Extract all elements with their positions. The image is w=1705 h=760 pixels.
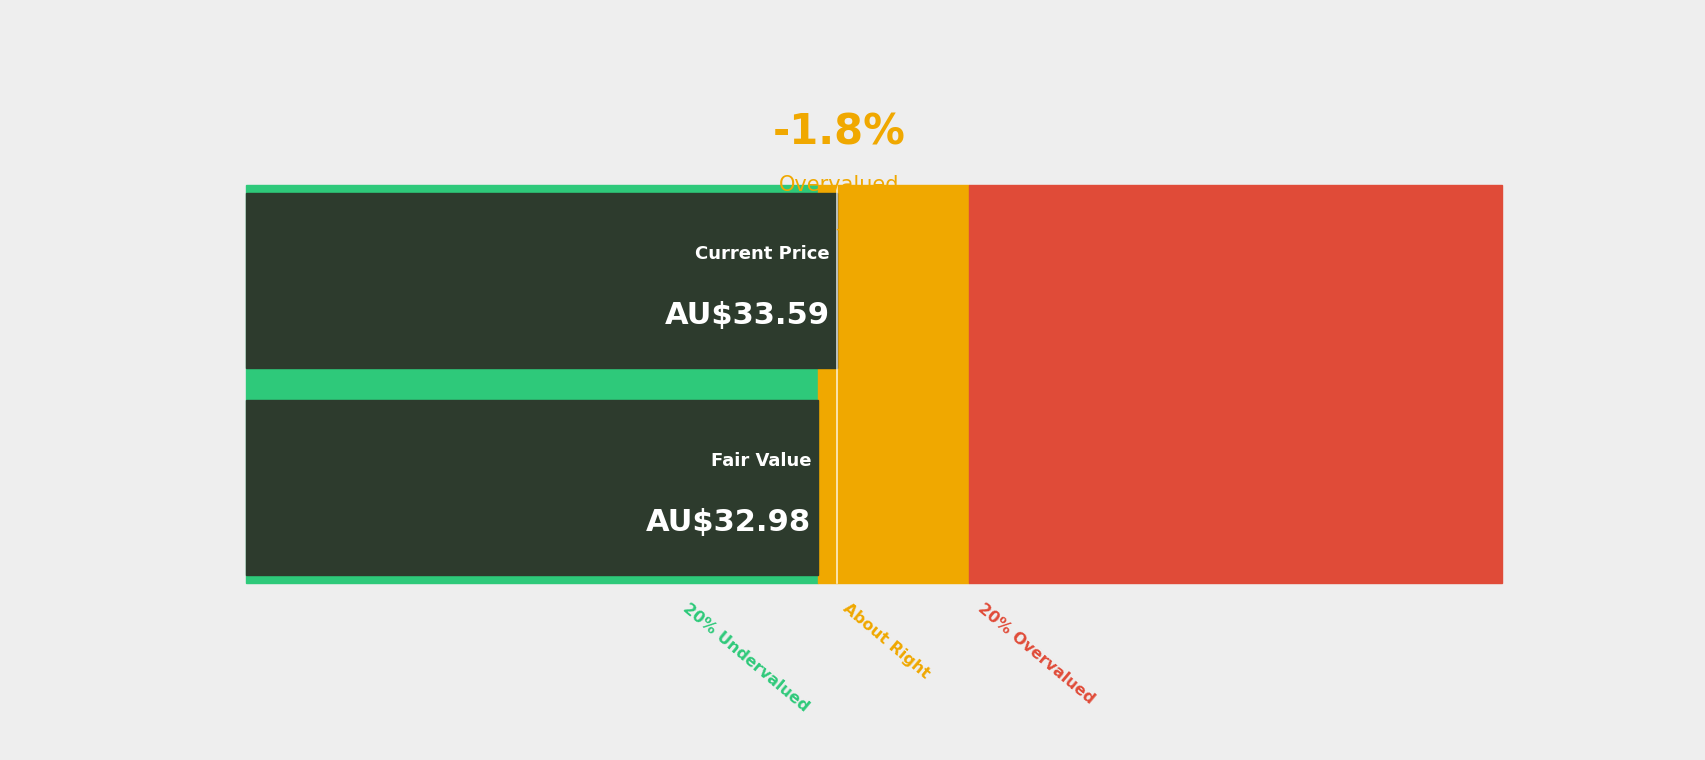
Text: Overvalued: Overvalued: [779, 175, 899, 195]
Text: -1.8%: -1.8%: [772, 111, 905, 154]
Text: AU$33.59: AU$33.59: [665, 301, 830, 330]
Text: Current Price: Current Price: [696, 245, 830, 263]
Text: AU$32.98: AU$32.98: [646, 508, 810, 537]
Bar: [246, 400, 817, 575]
Text: About Right: About Right: [841, 600, 933, 681]
Text: –: –: [834, 220, 844, 238]
Text: 20% Undervalued: 20% Undervalued: [679, 600, 810, 714]
Bar: [246, 193, 835, 368]
Bar: [246, 185, 817, 583]
Text: Fair Value: Fair Value: [711, 452, 810, 470]
Bar: [817, 185, 968, 583]
Text: 20% Overvalued: 20% Overvalued: [975, 600, 1096, 706]
Bar: [968, 185, 1502, 583]
